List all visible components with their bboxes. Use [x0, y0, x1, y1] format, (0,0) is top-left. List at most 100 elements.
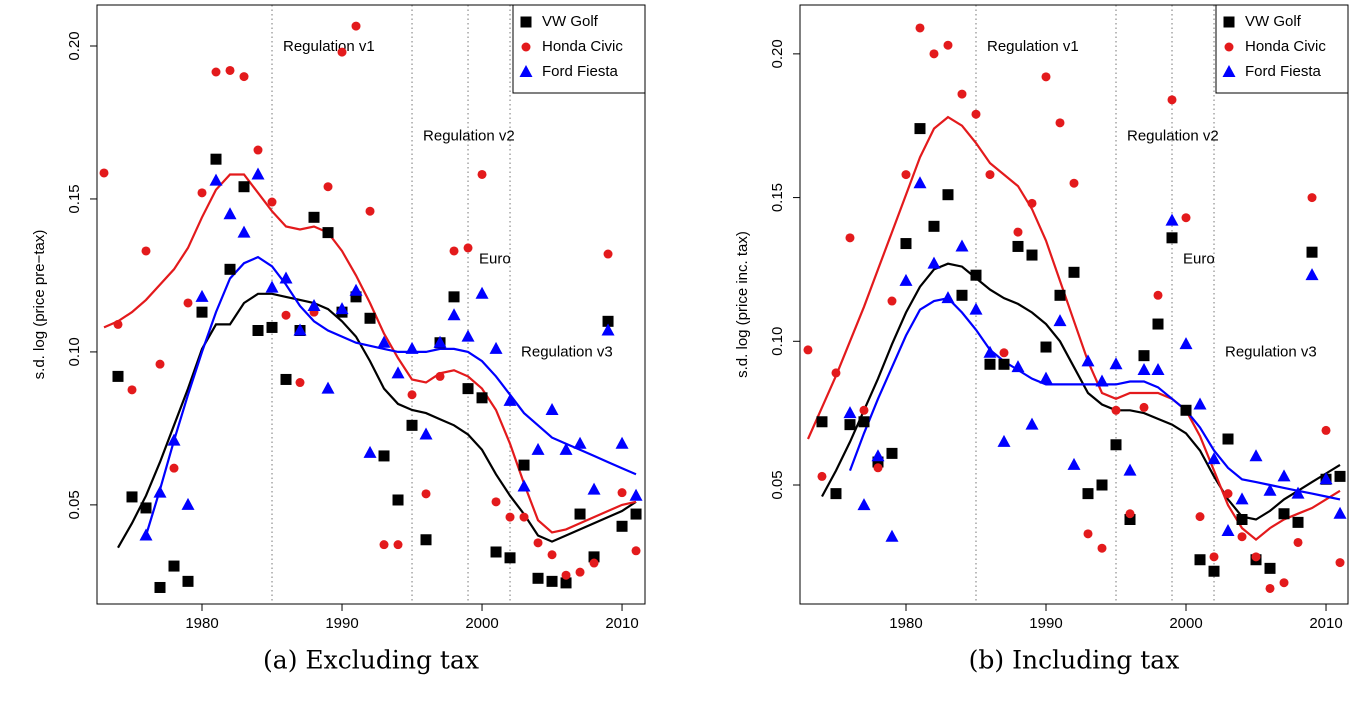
point — [349, 283, 363, 296]
point — [167, 433, 181, 446]
point — [225, 65, 235, 75]
point — [831, 368, 841, 378]
point — [843, 406, 857, 419]
point — [1096, 479, 1108, 491]
point — [1306, 246, 1318, 258]
point — [127, 385, 137, 395]
point — [617, 488, 627, 498]
point — [1151, 363, 1165, 376]
point — [1069, 178, 1079, 188]
point — [1012, 240, 1024, 252]
y-tick-label: 0.15 — [769, 183, 786, 212]
point — [561, 570, 571, 580]
point — [1265, 583, 1275, 593]
legend-marker — [1223, 16, 1235, 28]
point — [1053, 314, 1067, 327]
point — [1179, 337, 1193, 350]
point — [859, 405, 869, 415]
point — [955, 239, 969, 252]
point — [1333, 506, 1347, 519]
x-tick-label: 2010 — [1309, 615, 1342, 632]
point — [871, 449, 885, 462]
point — [857, 498, 871, 511]
point — [1125, 509, 1135, 519]
point — [1081, 354, 1095, 367]
point — [1165, 213, 1179, 226]
point — [928, 220, 940, 232]
point — [1291, 486, 1305, 499]
chart-title: (a) Excluding tax — [263, 646, 479, 675]
point — [1110, 439, 1122, 451]
point — [943, 40, 953, 50]
point — [1039, 371, 1053, 384]
point — [532, 572, 544, 584]
point — [490, 546, 502, 558]
point — [971, 109, 981, 119]
legend-box — [1215, 4, 1349, 94]
point — [631, 546, 641, 556]
point — [615, 436, 629, 449]
point — [957, 89, 967, 99]
point — [1041, 72, 1051, 82]
point — [1109, 357, 1123, 370]
point — [817, 471, 827, 481]
point — [365, 206, 375, 216]
fit-line — [117, 292, 637, 549]
y-axis-label: s.d. log (price inc. tax) — [734, 231, 751, 378]
point — [447, 308, 461, 321]
point — [603, 249, 613, 259]
point — [322, 227, 334, 239]
point — [1180, 404, 1192, 416]
point — [378, 450, 390, 462]
point — [489, 341, 503, 354]
y-axis-label: s.d. log (price pre−tax) — [31, 230, 48, 380]
x-tick-label: 1990 — [1029, 615, 1062, 632]
annotation: Regulation v2 — [1127, 128, 1219, 145]
point — [1207, 452, 1221, 465]
point — [1137, 363, 1151, 376]
point — [1292, 516, 1304, 528]
point — [364, 312, 376, 324]
point — [560, 577, 572, 589]
point — [1123, 463, 1137, 476]
point — [872, 456, 884, 468]
point — [393, 540, 403, 550]
point — [517, 479, 531, 492]
point — [997, 434, 1011, 447]
x-tick-label: 2010 — [605, 615, 638, 632]
fit-line — [144, 255, 637, 536]
point — [559, 442, 573, 455]
plot-frame — [799, 4, 1349, 605]
point — [1153, 290, 1163, 300]
point — [519, 512, 529, 522]
point — [419, 427, 433, 440]
point — [435, 371, 445, 381]
point — [379, 540, 389, 550]
point — [602, 315, 614, 327]
point — [1321, 425, 1331, 435]
point — [251, 167, 265, 180]
panel: Regulation v1 Regulation v2 Euro Regulation… — [734, 4, 1349, 675]
point — [533, 538, 543, 548]
point — [899, 273, 913, 286]
point — [1068, 266, 1080, 278]
point — [1279, 578, 1289, 588]
point — [433, 335, 447, 348]
annotation: Regulation v3 — [521, 343, 613, 360]
point — [984, 358, 996, 370]
point — [321, 381, 335, 394]
point — [265, 280, 279, 293]
panel: Regulation v1 Regulation v2 Euro Regulation… — [31, 4, 646, 675]
point — [295, 378, 305, 388]
point — [616, 520, 628, 532]
legend-label: VW Golf — [1245, 13, 1302, 30]
y-tick-label: 0.05 — [66, 490, 83, 519]
legend-marker — [519, 65, 533, 77]
point — [351, 21, 361, 31]
point — [1124, 513, 1136, 525]
point — [956, 289, 968, 301]
point — [1195, 512, 1205, 522]
point — [546, 575, 558, 587]
point — [239, 72, 249, 82]
point — [913, 176, 927, 189]
